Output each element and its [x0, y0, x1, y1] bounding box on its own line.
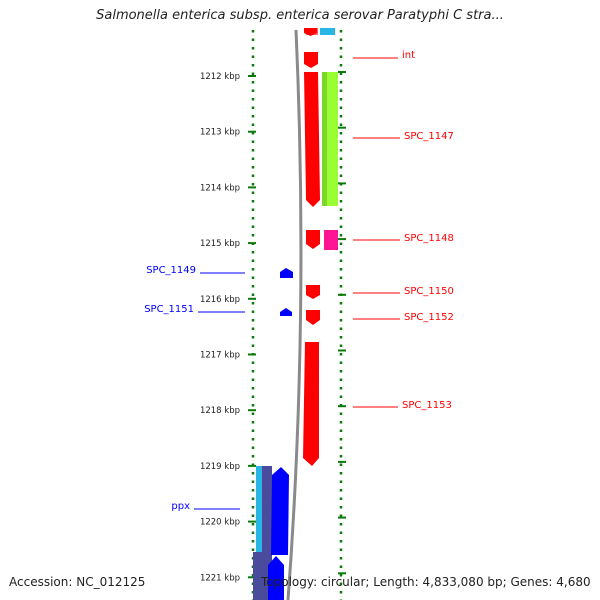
gene-label[interactable]: SPC_1153: [402, 400, 452, 411]
gene-label[interactable]: SPC_1148: [404, 233, 454, 244]
gene-ppx[interactable]: [271, 467, 289, 555]
gene-spc-1153[interactable]: [303, 342, 319, 466]
kbp-ticks-right: [338, 71, 346, 575]
tick-label: 1218 kbp: [200, 406, 240, 416]
gene-label[interactable]: SPC_1152: [404, 312, 454, 323]
tick-label: 1215 kbp: [200, 239, 240, 249]
tick-label: 1221 kbp: [200, 573, 240, 583]
tick-label: 1217 kbp: [200, 351, 240, 361]
feature-track-green-edge: [322, 72, 327, 206]
gene-spc-1150[interactable]: [306, 285, 320, 299]
feature-track-navy[interactable]: [262, 466, 272, 600]
accession-text: Accession: NC_012125: [9, 575, 146, 589]
gene-spc-1152[interactable]: [306, 310, 320, 325]
tick-label: 1212 kbp: [200, 72, 240, 82]
gene-label-layer: int SPC_1147 SPC_1148 SPC_1149 SPC_1150 SPC_1…: [144, 50, 454, 512]
gene-spc-1151[interactable]: [280, 308, 292, 316]
gene-spc-1149[interactable]: [280, 268, 293, 278]
feature-track-magenta[interactable]: [324, 230, 338, 250]
gene-ppx-lower[interactable]: [268, 556, 284, 600]
kbp-tick-labels: 1212 kbp 1213 kbp 1214 kbp 1215 kbp 1216 kbp…: [200, 72, 240, 583]
tick-label: 1220 kbp: [200, 518, 240, 528]
feature-track-cyan-top[interactable]: [320, 28, 335, 35]
topology-text: Topology: circular; Length: 4,833,080 bp…: [261, 575, 591, 589]
tick-label: 1213 kbp: [200, 128, 240, 138]
tick-label: 1216 kbp: [200, 295, 240, 305]
gene-label[interactable]: SPC_1151: [144, 304, 194, 315]
gene-label[interactable]: SPC_1149: [146, 265, 196, 276]
feature-track-navy-low[interactable]: [253, 552, 266, 600]
gene-label[interactable]: SPC_1150: [404, 286, 454, 297]
feature-track-cyan-bottom[interactable]: [256, 466, 266, 600]
gene-marks: [268, 28, 320, 600]
gene-int[interactable]: [304, 52, 318, 68]
gene-spc-1148[interactable]: [306, 230, 320, 249]
tick-label: 1214 kbp: [200, 183, 240, 193]
gene-label[interactable]: ppx: [171, 501, 190, 512]
gene-label[interactable]: SPC_1147: [404, 131, 454, 142]
genome-backbone: [286, 29, 303, 600]
gene-label[interactable]: int: [402, 50, 415, 61]
gene-spc-1147[interactable]: [304, 72, 320, 207]
gene-arrow-top[interactable]: [304, 28, 317, 36]
tick-label: 1219 kbp: [200, 462, 240, 472]
map-title: Salmonella enterica subsp. enterica sero…: [96, 8, 504, 23]
